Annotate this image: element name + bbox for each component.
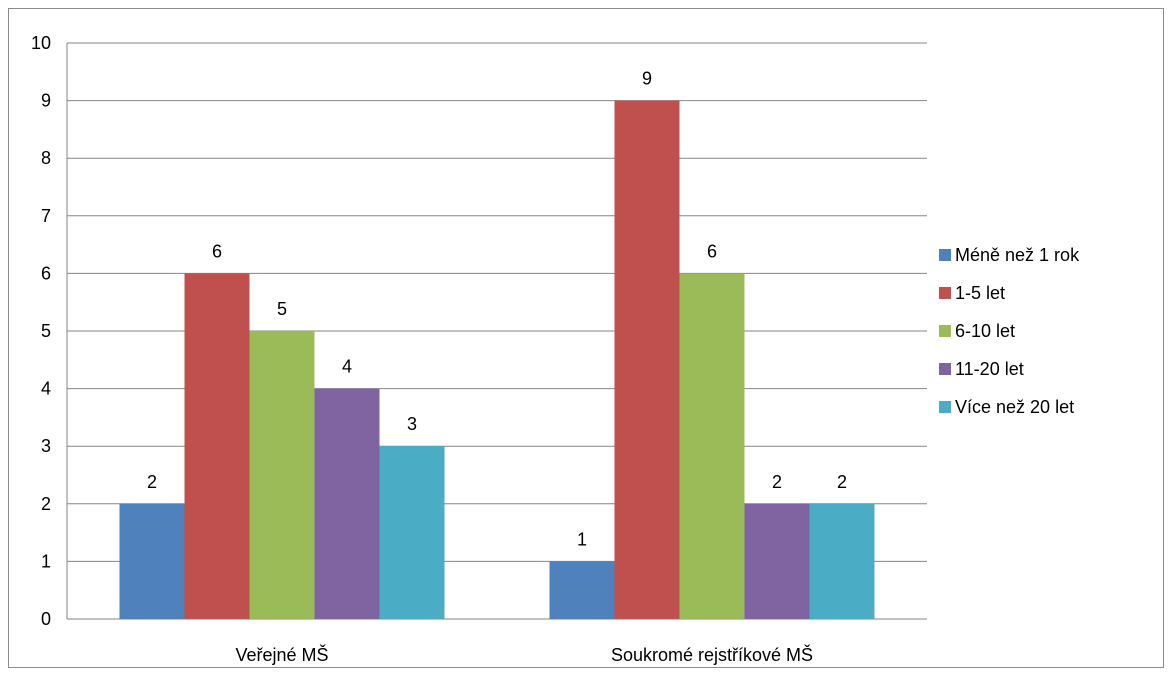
y-tick-label: 2	[41, 494, 51, 514]
bar	[679, 273, 745, 619]
y-tick-label: 6	[41, 263, 51, 283]
data-label: 9	[642, 69, 652, 89]
y-tick-label: 10	[31, 33, 51, 53]
data-label: 1	[577, 529, 587, 549]
data-label: 6	[212, 241, 222, 261]
y-tick-label: 7	[41, 206, 51, 226]
legend: Méně než 1 rok 1-5 let 6-10 let 11-20 let Ví…	[939, 245, 1080, 417]
data-labels: 2 6 5 4 3 1 9 6 2 2	[147, 69, 847, 550]
chart-frame: 0 1 2 3 4 5 6 7 8 9 10 Veřejné MŠ Soukromé rejstříko…	[8, 8, 1164, 668]
legend-label: Více než 20 let	[955, 397, 1074, 417]
y-tick-label: 9	[41, 91, 51, 111]
data-label: 3	[407, 414, 417, 434]
data-label: 6	[707, 241, 717, 261]
data-label: 2	[837, 472, 847, 492]
legend-label: 1-5 let	[955, 283, 1005, 303]
y-tick-label: 5	[41, 321, 51, 341]
y-tick-label: 4	[41, 379, 51, 399]
bar	[614, 100, 680, 620]
y-tick-label: 1	[41, 551, 51, 571]
x-category-label: Soukromé rejstříkové MŠ	[611, 644, 813, 665]
bar	[379, 446, 445, 619]
legend-label: 6-10 let	[955, 321, 1015, 341]
legend-label: 11-20 let	[955, 359, 1024, 379]
bar	[549, 561, 615, 619]
legend-label: Méně než 1 rok	[955, 245, 1080, 265]
x-category-label: Veřejné MŠ	[235, 644, 328, 665]
data-label: 5	[277, 299, 287, 319]
bars	[119, 100, 875, 620]
legend-swatch	[939, 249, 951, 261]
legend-swatch	[939, 325, 951, 337]
axes: 0 1 2 3 4 5 6 7 8 9 10 Veřejné MŠ Soukromé rejstříko…	[31, 33, 927, 665]
bar	[314, 388, 380, 619]
bar-chart: 0 1 2 3 4 5 6 7 8 9 10 Veřejné MŠ Soukromé rejstříko…	[31, 33, 1080, 665]
bar	[184, 273, 250, 619]
bar	[809, 503, 875, 619]
legend-swatch	[939, 401, 951, 413]
bar	[249, 331, 315, 619]
data-label: 2	[147, 472, 157, 492]
bar	[119, 503, 185, 619]
y-tick-label: 3	[41, 436, 51, 456]
legend-swatch	[939, 287, 951, 299]
y-tick-label: 8	[41, 148, 51, 168]
y-tick-label: 0	[41, 609, 51, 629]
bar	[744, 503, 810, 619]
data-label: 4	[342, 357, 352, 377]
data-label: 2	[772, 472, 782, 492]
legend-swatch	[939, 363, 951, 375]
